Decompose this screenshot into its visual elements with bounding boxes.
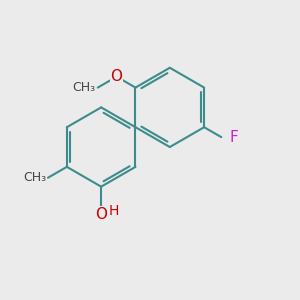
- Text: CH₃: CH₃: [73, 81, 96, 94]
- Text: H: H: [109, 204, 119, 218]
- Text: CH₃: CH₃: [23, 171, 46, 184]
- Text: F: F: [229, 130, 238, 145]
- Text: O: O: [95, 207, 107, 222]
- Text: O: O: [111, 69, 123, 84]
